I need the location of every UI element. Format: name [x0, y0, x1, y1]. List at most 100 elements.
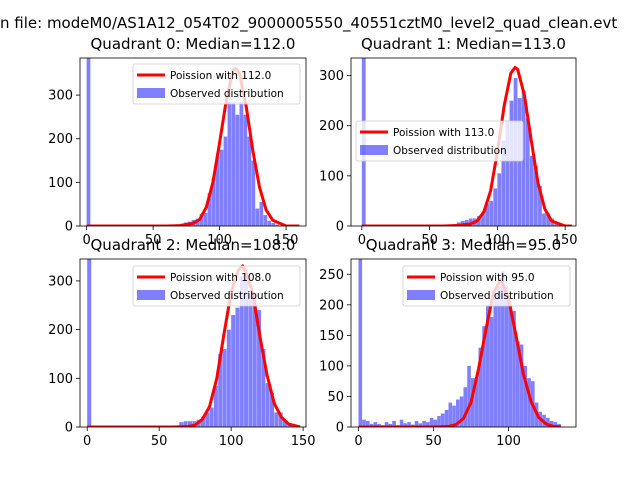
x-tick-label: 100	[485, 233, 510, 248]
observed-bar	[521, 90, 526, 226]
x-tick-label: 100	[207, 233, 232, 248]
observed-bar	[489, 200, 494, 226]
observed-bar	[187, 421, 192, 427]
observed-bar	[414, 420, 419, 427]
observed-bar	[501, 140, 506, 226]
observed-bar	[554, 223, 559, 226]
axes-frame	[350, 258, 577, 428]
observed-bar	[474, 378, 479, 427]
observed-bar	[437, 416, 441, 427]
observed-bar	[271, 222, 276, 226]
observed-bar	[481, 213, 485, 226]
observed-bar	[456, 399, 460, 427]
observed-bar	[497, 173, 502, 226]
observed-bar	[538, 185, 542, 226]
observed-bar	[259, 202, 264, 226]
observed-bar	[179, 422, 184, 427]
y-tick-label: 200	[319, 119, 344, 134]
subplot-title: Quadrant 0: Median=112.0	[91, 35, 296, 53]
legend-label: Poission with 95.0	[440, 272, 535, 284]
observed-bar	[203, 212, 208, 226]
y-tick-label: 300	[48, 274, 73, 289]
legend-bar-swatch	[137, 88, 165, 98]
observed-bar	[215, 156, 220, 226]
observed-bar	[257, 310, 262, 427]
legend-box	[132, 265, 301, 307]
subplot-0: 0 50 100 150 0 100 200 300 Quadrant 0: Median=11…	[48, 35, 307, 248]
x-tick-label: 0	[354, 434, 362, 449]
x-tick-label: 150	[274, 233, 299, 248]
x-tick-label: 50	[421, 233, 438, 248]
observed-bar	[549, 420, 554, 427]
observed-bar	[471, 378, 475, 427]
legend-label: Observed distribution	[170, 88, 284, 100]
y-tick-label: 0	[65, 220, 73, 235]
observed-bar	[223, 136, 228, 226]
x-tick-label: 0	[358, 233, 366, 248]
y-tick-label: 100	[48, 176, 73, 191]
subplot-3: 0 50 100 0 50 100 150 200 250 Quadrant 3: Median=…	[319, 236, 577, 449]
y-tick-label: 200	[319, 298, 344, 313]
legend-box	[132, 63, 301, 105]
observed-bar	[448, 402, 453, 427]
observed-bar	[200, 417, 205, 427]
subplot-title: Quadrant 1: Median=113.0	[361, 35, 566, 53]
axes-frame	[350, 57, 577, 227]
observed-bar	[542, 213, 546, 226]
y-tick-label: 0	[65, 421, 73, 436]
observed-bar	[519, 344, 524, 427]
legend-label: Observed distribution	[170, 290, 284, 302]
observed-bar	[205, 412, 210, 427]
observed-bar	[362, 419, 366, 427]
observed-bar	[377, 423, 381, 427]
legend: Poission with 95.0 Observed distribution	[402, 265, 571, 307]
observed-bar	[207, 193, 212, 226]
legend-bar-swatch	[360, 145, 388, 155]
poisson-line	[361, 66, 572, 226]
observed-bar	[529, 155, 534, 226]
x-tick-label: 100	[219, 434, 244, 449]
legend-box	[355, 120, 524, 162]
observed-bar	[444, 409, 449, 427]
observed-bar	[546, 417, 550, 427]
observed-bar	[282, 421, 287, 427]
x-tick-label: 50	[425, 434, 442, 449]
x-tick-label: 100	[496, 434, 521, 449]
observed-bar	[388, 423, 393, 427]
figure-suptitle: n file: modeM0/AS1A12_054T02_9000005550_…	[0, 14, 617, 33]
observed-bar	[467, 365, 471, 427]
observed-bar	[392, 420, 396, 427]
legend-bar-swatch	[137, 290, 165, 300]
x-tick-label: 150	[553, 233, 578, 248]
y-tick-label: 100	[319, 169, 344, 184]
observed-bar	[482, 326, 486, 427]
observed-bar	[452, 405, 456, 427]
observed-bar	[525, 118, 530, 226]
observed-bar	[213, 385, 218, 427]
observed-bar	[267, 220, 272, 226]
y-tick-label: 100	[319, 359, 344, 374]
observed-bar	[244, 278, 249, 427]
observed-bar	[373, 422, 378, 427]
observed-bar	[422, 420, 426, 427]
legend-bar-swatch	[407, 290, 435, 300]
y-tick-label: 100	[48, 372, 73, 387]
subplot-title: Quadrant 2: Median=108.0	[91, 236, 296, 254]
observed-bar	[505, 120, 510, 226]
subplot-grid: 0 50 100 150 0 100 200 300 Quadrant 0: Median=11…	[48, 35, 577, 449]
observed-bar	[463, 387, 468, 427]
axes-frame	[79, 57, 307, 227]
observed-bar	[252, 293, 257, 427]
observed-bar	[493, 188, 498, 226]
legend-label: Observed distribution	[393, 145, 507, 157]
observed-bar	[222, 349, 227, 427]
observed-bar	[366, 420, 370, 427]
x-tick-label: 0	[83, 233, 91, 248]
observed-bar	[218, 353, 223, 427]
legend: Poission with 112.0 Observed distribution	[132, 63, 301, 105]
subplot-1: 0 50 100 150 0 100 200 300 Quadrant 1: Median=11…	[319, 35, 577, 248]
observed-bar	[433, 419, 438, 427]
observed-bar	[429, 417, 434, 427]
x-tick-label: 0	[83, 434, 91, 449]
y-tick-label: 150	[319, 329, 344, 344]
